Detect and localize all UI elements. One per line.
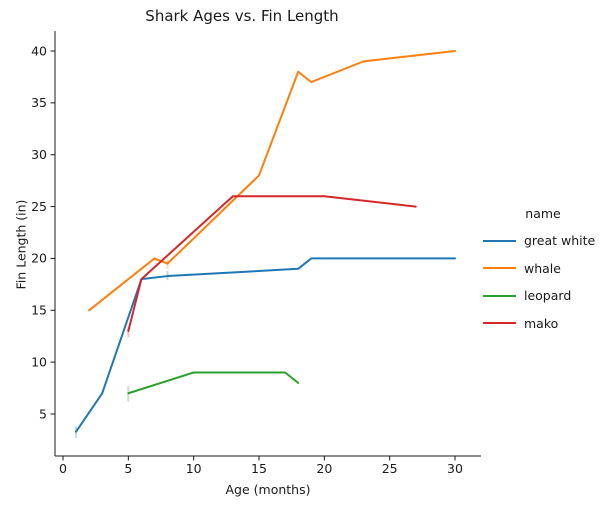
series-line-whale	[88, 50, 456, 312]
legend-entry-great-white: great white	[483, 227, 603, 255]
series-line-great-white	[75, 257, 456, 433]
legend-swatch-great-white	[483, 239, 516, 242]
legend-entry-mako: mako	[483, 310, 603, 338]
x-tick-label: 5	[124, 461, 132, 476]
x-tick-label: 25	[382, 461, 398, 476]
legend-label-mako: mako	[524, 315, 559, 331]
legend-swatch-mako	[483, 322, 516, 325]
series-line-leopard	[127, 371, 300, 395]
chart-title: Shark Ages vs. Fin Length	[145, 7, 339, 25]
x-tick-label: 20	[316, 461, 332, 476]
y-tick-label: 40	[31, 43, 47, 58]
y-tick-label: 5	[39, 406, 47, 421]
legend-swatch-leopard	[483, 294, 516, 297]
y-axis-label: Fin Length (in)	[13, 199, 29, 290]
legend-label-leopard: leopard	[524, 288, 572, 304]
legend: name great white whale leopard mako	[483, 200, 603, 337]
x-tick-label: 15	[251, 461, 267, 476]
legend-label-great-white: great white	[524, 233, 596, 249]
series-line-mako	[127, 195, 417, 333]
legend-swatch-whale	[483, 267, 516, 270]
y-tick-label: 15	[31, 303, 47, 318]
legend-label-whale: whale	[524, 260, 561, 276]
y-tick-label: 20	[31, 251, 47, 266]
x-tick-label: 30	[447, 461, 463, 476]
legend-entries: great white whale leopard mako	[483, 227, 603, 337]
x-tick-label: 10	[186, 461, 202, 476]
x-tick-label: 0	[59, 461, 67, 476]
y-tick-label: 35	[31, 95, 47, 110]
legend-entry-leopard: leopard	[483, 282, 603, 310]
legend-entry-whale: whale	[483, 255, 603, 283]
legend-title: name	[525, 206, 561, 221]
y-tick-label: 10	[31, 354, 47, 369]
y-tick-label: 25	[31, 199, 47, 214]
y-tick-label: 30	[31, 147, 47, 162]
x-axis-label: Age (months)	[225, 482, 311, 497]
